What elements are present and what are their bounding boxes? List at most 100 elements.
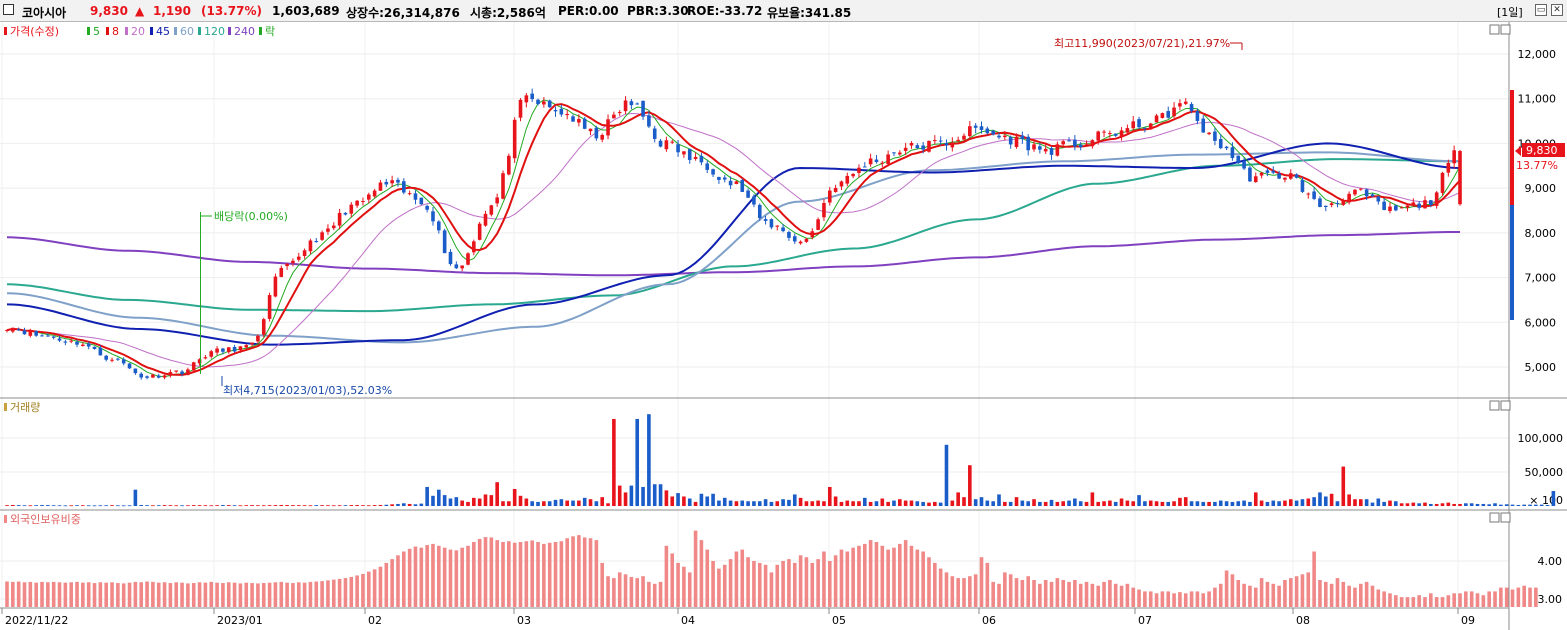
- volume-bar: [51, 505, 56, 507]
- candle-body: [378, 182, 383, 191]
- volume-bar: [1125, 500, 1130, 506]
- foreign-ratio-bar: [489, 537, 494, 607]
- volume-bar: [530, 501, 534, 506]
- candle-body: [28, 331, 33, 336]
- foreign-ratio-bar: [186, 583, 190, 607]
- candle-body: [63, 341, 68, 343]
- candle-body: [705, 163, 710, 170]
- candle-body: [407, 193, 412, 195]
- volume-bar: [641, 486, 645, 506]
- foreign-ratio-bar: [139, 582, 144, 607]
- foreign-ratio-bar: [536, 542, 540, 607]
- volume-bar: [81, 505, 85, 507]
- foreign-ratio-bar: [752, 561, 756, 607]
- foreign-ratio-bar: [1160, 591, 1165, 607]
- ma240-line: [6, 231, 1460, 277]
- volume-close-icon[interactable]: [1500, 400, 1511, 411]
- volume-bar: [489, 495, 494, 506]
- period-selector[interactable]: [1일]: [1497, 6, 1523, 19]
- volume-bar: [5, 505, 9, 506]
- candle-body: [104, 355, 109, 360]
- foreign-ratio-bar: [28, 581, 33, 607]
- foreign-ratio-bar: [209, 581, 214, 607]
- foreign-ratio-bar: [1271, 583, 1276, 607]
- roe-value: ROE:-33.72: [687, 4, 763, 18]
- volume-bar: [816, 500, 820, 506]
- foreign-ratio-bar: [1084, 581, 1089, 607]
- volume-bar: [11, 504, 15, 506]
- volume-bar: [349, 505, 354, 506]
- date-tick-label: 2022/11/22: [5, 614, 68, 627]
- maximize-icon[interactable]: ▭: [1535, 4, 1547, 16]
- candle-body: [1242, 161, 1246, 169]
- foreign-ratio-bar: [63, 582, 68, 607]
- volume-bar: [203, 505, 208, 507]
- candle-body: [623, 100, 628, 112]
- volume-bar: [1195, 501, 1200, 506]
- foreign-ratio-bar: [16, 581, 21, 607]
- volume-bar: [1481, 503, 1486, 506]
- select-checkbox[interactable]: [3, 4, 14, 15]
- close-icon[interactable]: ✕: [1551, 4, 1563, 16]
- candle-body: [501, 173, 505, 199]
- volume-bar: [1499, 504, 1503, 506]
- candle-body: [110, 359, 114, 361]
- candle-body: [687, 149, 692, 160]
- foreign-ratio-bar: [1388, 593, 1392, 607]
- candle-body: [1265, 170, 1270, 173]
- volume-bar: [1446, 502, 1451, 506]
- volume-bar: [1090, 492, 1095, 506]
- volume-bar: [968, 465, 972, 506]
- panel-menu-icon[interactable]: [1489, 24, 1500, 35]
- foreign-ratio-bar: [477, 538, 482, 607]
- volume-bar: [851, 501, 855, 506]
- foreign-menu-icon[interactable]: [1489, 512, 1500, 523]
- volume-bar: [1084, 501, 1089, 506]
- candle-body: [402, 181, 406, 193]
- high-annotation: 최고11,990(2023/07/21),21.97%: [1054, 37, 1230, 50]
- foreign-ratio-bar: [740, 549, 745, 607]
- candle-body: [1388, 206, 1392, 212]
- panel-close-icon[interactable]: [1500, 24, 1511, 35]
- ma20-line: [6, 112, 1461, 368]
- foreign-ratio-bar: [1096, 585, 1101, 607]
- candle-body: [810, 231, 815, 238]
- volume-bar: [75, 505, 79, 506]
- candle-body: [1172, 107, 1176, 117]
- candle-body: [1417, 203, 1421, 208]
- volume-bar: [874, 501, 879, 506]
- foreign-ratio-bar: [582, 537, 587, 607]
- foreign-ratio-bar: [781, 561, 785, 607]
- foreign-close-icon[interactable]: [1500, 512, 1511, 523]
- foreign-ratio-bar: [145, 581, 149, 607]
- volume-bar: [366, 505, 371, 507]
- candle-body: [1364, 189, 1369, 197]
- foreign-ratio-bar: [746, 557, 750, 607]
- candle-body: [635, 103, 640, 105]
- volume-bar: [1429, 503, 1433, 506]
- foreign-ratio-bar: [1259, 578, 1264, 607]
- volume-bar: [437, 489, 441, 506]
- volume-bar: [956, 492, 960, 506]
- foreign-ratio-bar: [1493, 591, 1497, 607]
- volume-bar: [1318, 492, 1322, 506]
- foreign-ratio-bar: [1329, 583, 1334, 607]
- volume-bar: [559, 499, 564, 506]
- volume-menu-icon[interactable]: [1489, 400, 1500, 411]
- candle-body: [547, 100, 552, 108]
- foreign-ratio-bar: [507, 541, 511, 607]
- foreign-ratio-bar: [553, 542, 558, 607]
- volume-bar: [898, 499, 902, 506]
- volume-bar: [1189, 501, 1194, 506]
- candle-body: [261, 319, 266, 335]
- volume-bar: [588, 499, 593, 506]
- foreign-ratio-bar: [927, 557, 931, 607]
- foreign-ratio-bar: [1055, 578, 1060, 607]
- foreign-ratio-bar: [1119, 585, 1124, 607]
- candle-body: [495, 197, 499, 204]
- candle-body: [162, 375, 167, 378]
- candle-body: [612, 114, 616, 119]
- price-change: 1,190: [153, 4, 191, 18]
- candle-body: [1032, 144, 1036, 150]
- volume-bar: [699, 493, 704, 506]
